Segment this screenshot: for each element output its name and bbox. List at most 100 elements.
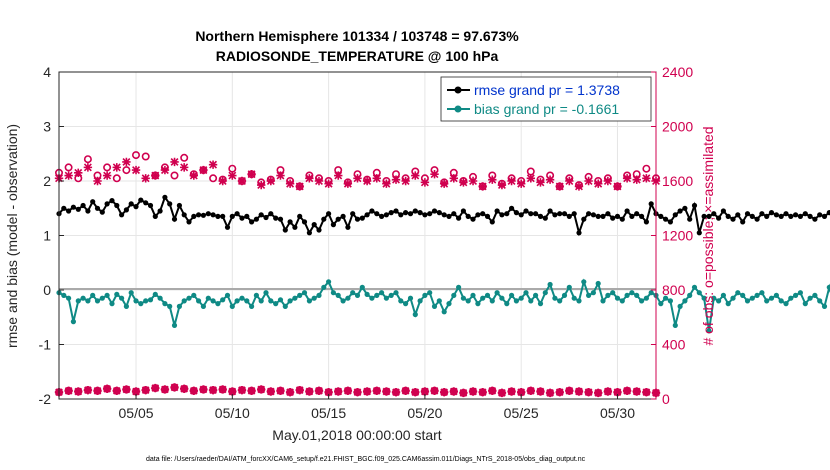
bias-point (749, 295, 755, 301)
left-tick-label: 4 (43, 64, 51, 80)
x-tick-label: 05/25 (504, 405, 539, 421)
right-tick-label: 400 (662, 337, 686, 353)
obs-possible-point (132, 151, 141, 160)
bias-point (600, 298, 606, 304)
bias-point (451, 292, 457, 298)
obs-assimilated-point (141, 174, 150, 183)
obs-assimilated-point (228, 171, 237, 180)
rmse-point (431, 208, 438, 214)
rmse-point (826, 210, 830, 216)
right-axis: 0 400 800 1200 1600 2000 2400 (651, 64, 693, 407)
bias-point (773, 292, 780, 298)
rmse-point (639, 213, 645, 219)
bias-point (518, 295, 524, 301)
obs-assimilated-point (391, 175, 401, 184)
rmse-point (61, 205, 67, 211)
obs-assimilated-point (497, 180, 507, 190)
rmse-point (128, 201, 134, 207)
bias-point (470, 292, 476, 298)
rmse-point (263, 214, 269, 221)
rmse-point (244, 213, 250, 219)
rmse-point (629, 213, 635, 219)
bias-point (205, 295, 211, 301)
bias-point (152, 291, 158, 297)
rmse-point (162, 194, 168, 200)
obs-assimilated-point (179, 163, 189, 172)
rmse-point (196, 212, 202, 218)
bias-point (128, 290, 134, 296)
obs-possible-point (83, 155, 92, 164)
x-axis: 05/05 05/10 05/15 05/20 05/25 05/30 (119, 394, 635, 421)
bias-point (537, 301, 544, 307)
bias-series (56, 278, 830, 334)
obs-assimilated-point (74, 168, 83, 178)
footnote: data file: /Users/raeder/DAI/ATM_forcXX/… (146, 456, 586, 463)
obs-low-assimilated-point (93, 386, 102, 396)
bias-point (388, 292, 394, 298)
bias-point (316, 292, 322, 298)
rmse-point (268, 211, 274, 217)
rmse-point (499, 212, 505, 218)
bias-point (788, 295, 794, 301)
bias-point (489, 298, 495, 304)
bias-point (253, 292, 259, 298)
bias-point (249, 303, 255, 309)
rmse-point (542, 215, 548, 221)
bias-point (70, 319, 76, 325)
bias-point (330, 290, 336, 296)
bias-point (557, 298, 563, 304)
bias-point (740, 292, 746, 298)
rmse-point (379, 213, 385, 219)
obs-low-assimilated-point (401, 386, 410, 396)
rmse-point (484, 213, 491, 219)
rmse-point (624, 208, 630, 214)
obs-assimilated-point (170, 157, 179, 167)
obs-low-assimilated-point (343, 386, 353, 396)
rmse-point (754, 216, 760, 222)
bias-point (793, 292, 799, 298)
rmse-point (716, 215, 722, 221)
bias-point (210, 298, 216, 304)
obs-assimilated-point (459, 178, 468, 187)
rmse-point (494, 208, 500, 214)
rmse-point (547, 208, 553, 214)
legend-box (440, 76, 652, 122)
bias-point (456, 284, 462, 290)
bias-point (292, 295, 298, 301)
obs-possible-point (103, 163, 112, 172)
obs-assimilated-point (516, 179, 526, 188)
legend-bias-label: bias grand pr = -0.1661 (474, 101, 619, 117)
obs-assimilated-point (83, 163, 93, 172)
obs-low-assimilated-point (439, 387, 449, 397)
rmse-point (200, 212, 206, 218)
rmse-point (119, 212, 125, 218)
rmse-point (528, 211, 534, 217)
bias-point (239, 295, 245, 301)
obs-low-assimilated-point (362, 387, 372, 396)
bias-point (720, 292, 727, 298)
x-tick-label: 05/20 (407, 405, 442, 421)
bias-point (735, 290, 741, 296)
obs-low-assimilated-point (459, 388, 468, 398)
obs-low-assimilated-point (266, 387, 276, 396)
obs-low-assimilated-point (324, 387, 333, 397)
rmse-point (504, 211, 510, 217)
rmse-point (70, 204, 76, 210)
obs-low-assimilated-point (141, 385, 150, 395)
bias-point (696, 290, 702, 296)
obs-assimilated-point (353, 174, 362, 183)
bias-point (297, 292, 303, 298)
obs-assimilated-point (401, 176, 410, 186)
rmse-point (94, 205, 101, 211)
obs-low-assimilated-point (420, 387, 430, 396)
legend-bias-marker (454, 105, 462, 113)
obs-possible-point (112, 174, 121, 183)
left-tick-label: 1 (43, 228, 51, 244)
rmse-point (369, 208, 375, 214)
bias-point (191, 292, 197, 298)
rmse-point (393, 208, 399, 214)
obs-assimilated-point (285, 179, 295, 188)
rmse-point (282, 227, 288, 233)
bias-point (797, 290, 804, 296)
